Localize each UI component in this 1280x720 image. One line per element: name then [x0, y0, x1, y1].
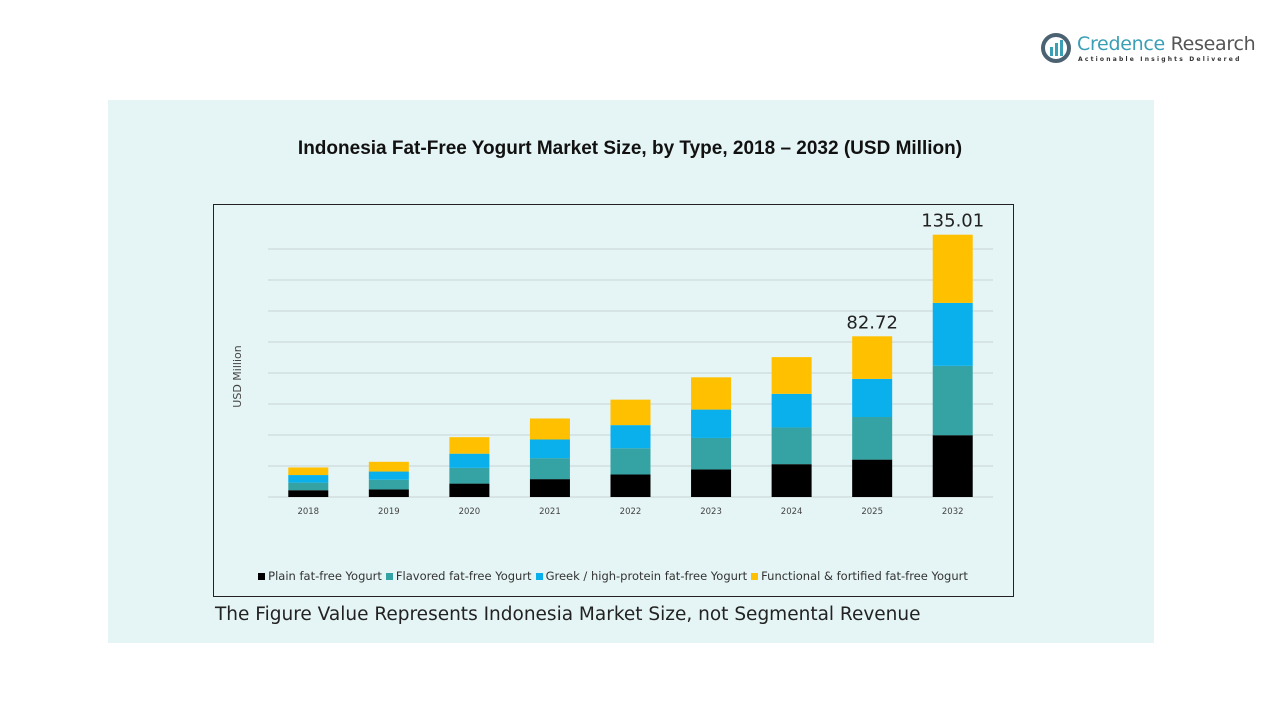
logo-mark-icon	[1041, 33, 1071, 63]
bar-segment	[529, 479, 570, 497]
bar-segment	[691, 409, 732, 438]
data-label: 82.72	[846, 312, 898, 333]
legend-label: Greek / high-protein fat-free Yogurt	[545, 569, 748, 583]
bar-segment	[771, 464, 812, 497]
logo-name-part2: Research	[1164, 33, 1256, 55]
legend-label: Plain fat-free Yogurt	[268, 569, 382, 583]
bar-segment	[932, 302, 973, 366]
bar-segment	[449, 467, 490, 484]
bar-segment	[610, 448, 651, 475]
bar-segment	[368, 461, 409, 472]
x-tick-label: 2032	[942, 507, 964, 517]
bar-segment	[691, 437, 732, 470]
legend-swatch	[385, 573, 393, 580]
bar-segment	[529, 418, 570, 440]
credence-research-logo: Credence Research Actionable Insights De…	[1040, 32, 1256, 68]
bar-segment	[852, 459, 893, 497]
data-label: 135.01	[921, 211, 984, 232]
bar-segment	[932, 435, 973, 497]
legend-label: Functional & fortified fat-free Yogurt	[761, 569, 968, 583]
bar-segment	[529, 458, 570, 480]
logo-tagline: Actionable Insights Delivered	[1078, 56, 1242, 63]
x-tick-label: 2025	[861, 507, 883, 517]
bar-segment	[691, 377, 732, 410]
logo-name: Credence Research	[1077, 33, 1256, 55]
bar-segment	[852, 378, 893, 418]
chart-title: Indonesia Fat-Free Yogurt Market Size, b…	[297, 138, 963, 159]
bar-segment	[771, 357, 812, 394]
bar-segment	[288, 490, 329, 497]
bar-segment	[852, 417, 893, 460]
bar-segment	[852, 336, 893, 379]
legend-swatch	[258, 573, 266, 580]
logo-name-part1: Credence	[1077, 33, 1165, 55]
legend-item: Plain fat-free Yogurt	[258, 569, 382, 583]
x-tick-label: 2018	[297, 507, 319, 517]
legend-swatch	[535, 573, 543, 580]
bar-segment	[368, 489, 409, 497]
bar-segment	[288, 467, 329, 476]
bar-segment	[449, 483, 490, 497]
bar-segment	[932, 365, 973, 436]
legend-label: Flavored fat-free Yogurt	[395, 569, 532, 583]
bar-segment	[932, 234, 973, 303]
bar-segment	[368, 479, 409, 490]
bar-segment	[610, 399, 651, 426]
x-tick-label: 2020	[459, 507, 481, 517]
legend-item: Functional & fortified fat-free Yogurt	[751, 569, 968, 583]
x-tick-label: 2024	[781, 507, 803, 517]
legend-item: Flavored fat-free Yogurt	[385, 569, 532, 583]
legend-item: Greek / high-protein fat-free Yogurt	[535, 569, 748, 583]
legend: Plain fat-free Yogurt Flavored fat-free Y…	[213, 569, 1013, 583]
x-tick-label: 2023	[700, 507, 722, 517]
y-axis-label: USD Million	[231, 345, 244, 408]
bar-segment	[449, 437, 490, 454]
bar-segment	[368, 471, 409, 480]
bar-segment	[610, 425, 651, 449]
bar-segment	[288, 482, 329, 491]
bar-segment	[449, 453, 490, 468]
chart-frame	[213, 204, 1014, 597]
bar-segment	[771, 393, 812, 428]
bar-segment	[691, 469, 732, 497]
bar-segment	[529, 439, 570, 459]
x-tick-label: 2021	[539, 507, 561, 517]
bar-segment	[771, 427, 812, 465]
bar-segment	[610, 474, 651, 497]
chart-panel	[108, 100, 1154, 643]
x-tick-label: 2022	[620, 507, 642, 517]
bar-segment	[288, 475, 329, 483]
footnote: The Figure Value Represents Indonesia Ma…	[215, 604, 921, 625]
x-tick-label: 2019	[378, 507, 400, 517]
legend-swatch	[751, 573, 759, 580]
